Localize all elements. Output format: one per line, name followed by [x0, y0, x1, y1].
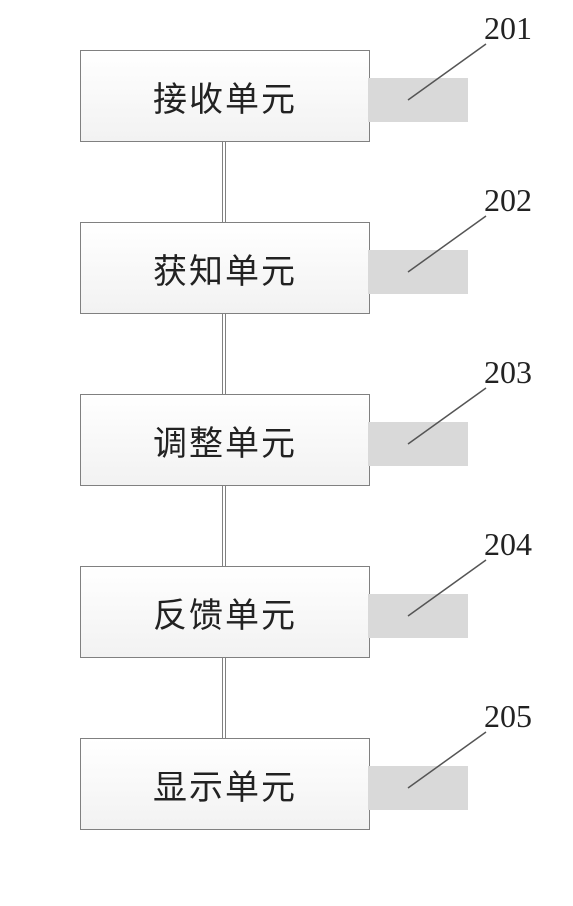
- flow-node: 反馈单元: [80, 566, 370, 658]
- flow-node: 显示单元: [80, 738, 370, 830]
- tag-leader-line: [406, 214, 486, 258]
- tag-leader-line: [406, 42, 486, 86]
- flow-node: 获知单元: [80, 222, 370, 314]
- tag-number: 202: [484, 182, 532, 219]
- connector: [222, 658, 226, 738]
- flow-node-label: 获知单元: [153, 244, 297, 293]
- flow-node: 接收单元: [80, 50, 370, 142]
- connector: [222, 486, 226, 566]
- tag-number: 205: [484, 698, 532, 735]
- tag-number: 203: [484, 354, 532, 391]
- diagram-canvas: 接收单元 201 获知单元 202 调整单元 203 反馈单元 204 显示单元 205: [0, 0, 573, 906]
- flow-node-label: 接收单元: [153, 72, 297, 121]
- flow-node-label: 反馈单元: [153, 588, 297, 637]
- tag-leader-line: [406, 386, 486, 430]
- tag-leader-line: [406, 558, 486, 602]
- tag-leader-line: [406, 730, 486, 774]
- tag-number: 204: [484, 526, 532, 563]
- flow-node: 调整单元: [80, 394, 370, 486]
- connector: [222, 314, 226, 394]
- connector: [222, 142, 226, 222]
- flow-node-label: 调整单元: [153, 416, 297, 465]
- tag-number: 201: [484, 10, 532, 47]
- flow-node-label: 显示单元: [153, 760, 297, 809]
